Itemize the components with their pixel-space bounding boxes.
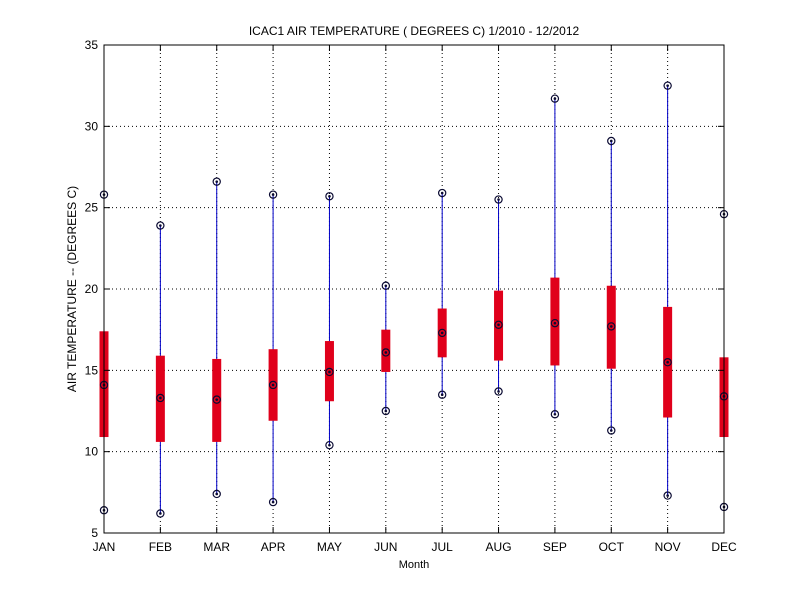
min-marker-dot (271, 500, 275, 504)
iqr-box (381, 329, 391, 372)
median-marker (212, 395, 221, 404)
median-marker (494, 320, 503, 329)
median-marker (663, 358, 672, 367)
box-group (663, 81, 673, 500)
x-tick-label: JUL (432, 540, 454, 554)
x-tick-label: OCT (599, 540, 625, 554)
box-group (268, 190, 278, 507)
min-marker (268, 497, 278, 507)
min-marker (607, 426, 616, 435)
median-marker-dot (609, 325, 613, 328)
min-marker (381, 406, 391, 416)
median-marker (607, 322, 616, 331)
min-marker-dot (666, 494, 669, 497)
max-marker-dot (271, 193, 275, 196)
median-marker (268, 380, 278, 390)
max-marker-dot (497, 198, 500, 201)
min-marker-dot (553, 412, 557, 416)
max-marker-dot (328, 194, 331, 198)
x-tick-label: MAR (203, 540, 230, 554)
box-group (381, 281, 391, 416)
max-marker (268, 190, 278, 199)
median-marker-dot (159, 396, 162, 400)
max-marker-dot (440, 191, 444, 195)
min-marker-dot (384, 409, 388, 413)
box-group (155, 221, 165, 518)
max-marker-dot (384, 284, 388, 288)
y-tick-label: 35 (85, 38, 99, 52)
x-tick-label: DEC (711, 540, 737, 554)
box-group (550, 94, 560, 419)
min-marker-dot (497, 390, 500, 393)
min-marker-dot (215, 492, 219, 496)
median-marker (550, 318, 560, 328)
box-group (324, 192, 334, 450)
min-marker (550, 410, 560, 419)
box-group (606, 136, 616, 435)
min-marker-dot (440, 393, 444, 397)
median-marker-dot (666, 360, 669, 364)
x-axis-title: Month (399, 559, 430, 571)
y-tick-label: 15 (85, 363, 99, 377)
chart-title: ICAC1 AIR TEMPERATURE ( DEGREES C) 1/201… (249, 24, 580, 38)
max-marker (607, 136, 616, 146)
max-marker-dot (215, 180, 219, 183)
median-marker-dot (553, 321, 557, 325)
x-tick-label: FEB (149, 540, 172, 554)
x-tick-label: AUG (486, 540, 512, 554)
max-marker (156, 221, 165, 230)
iqr-box (550, 277, 560, 366)
min-marker (156, 509, 165, 518)
median-marker-dot (497, 323, 500, 327)
min-marker-dot (159, 512, 162, 515)
y-tick-label: 25 (85, 201, 99, 215)
x-tick-label: JAN (93, 540, 116, 554)
max-marker (550, 94, 560, 103)
median-marker (156, 393, 165, 403)
max-marker-dot (159, 224, 162, 227)
box-group (437, 188, 447, 399)
y-tick-label: 5 (91, 526, 98, 540)
median-marker (325, 367, 334, 377)
median-marker-dot (271, 383, 275, 387)
min-marker (325, 440, 334, 450)
x-tick-label: MAY (317, 540, 342, 554)
median-marker-dot (328, 370, 331, 374)
min-marker (437, 390, 447, 399)
x-tick-label: NOV (655, 540, 681, 554)
box-group (212, 177, 222, 499)
y-tick-label: 30 (85, 119, 99, 133)
x-tick-label: JUN (374, 540, 397, 554)
max-marker-dot (666, 84, 669, 87)
max-marker (494, 195, 503, 204)
median-marker (437, 328, 447, 338)
min-marker (212, 489, 221, 499)
max-marker (437, 188, 447, 198)
median-marker-dot (440, 331, 444, 335)
median-marker-dot (384, 351, 388, 354)
axis-ticks: JAN FEB MAR APR MAY JUN JUL AUG SEP OCT NOV DEC 5 10 1… (85, 38, 737, 554)
x-tick-label: APR (261, 540, 286, 554)
x-tick-label: SEP (543, 540, 567, 554)
max-marker (325, 192, 334, 201)
y-axis-title: AIR TEMPERATURE -- (DEGREES C) (65, 186, 79, 392)
median-marker-dot (215, 398, 219, 401)
median-marker (381, 348, 391, 357)
min-marker-dot (328, 443, 331, 447)
y-tick-label: 20 (85, 282, 99, 296)
max-marker-dot (553, 97, 557, 100)
min-marker (494, 387, 503, 396)
max-marker (381, 281, 391, 290)
max-marker-dot (609, 139, 613, 143)
y-tick-label: 10 (85, 445, 99, 459)
min-marker (663, 491, 672, 500)
box-group (494, 195, 504, 396)
min-marker-dot (609, 429, 613, 432)
max-marker (663, 81, 672, 90)
max-marker (212, 177, 221, 186)
